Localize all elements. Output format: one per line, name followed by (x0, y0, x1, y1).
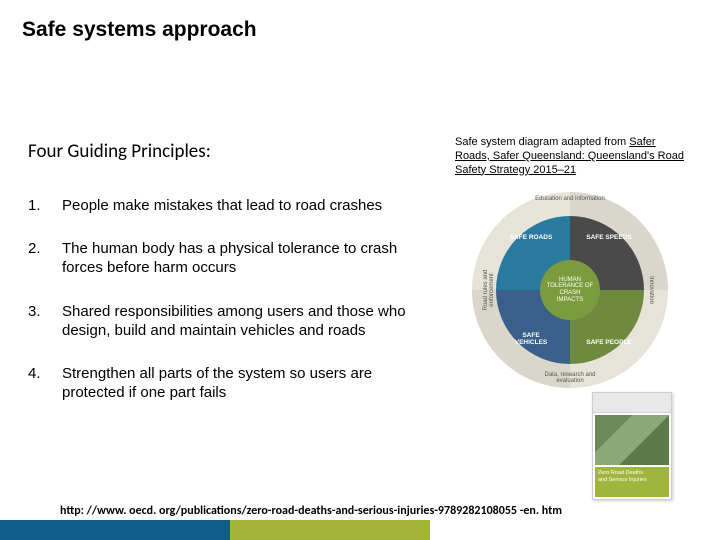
arc-label: Road rules and enforcement (483, 255, 495, 325)
list-item: The human body has a physical tolerance … (28, 239, 436, 277)
page-title: Safe systems approach (22, 18, 257, 42)
footer-segment-right (430, 520, 720, 540)
principles-list: People make mistakes that lead to road c… (28, 196, 436, 426)
source-url[interactable]: http: //www. oecd. org/publications/zero… (60, 504, 562, 518)
thumbnail-photo (595, 415, 669, 465)
thumbnail-title-band: Zero Road Deaths and Serious Injuries (595, 467, 669, 497)
quadrant-label: SAFE SPEEDS (584, 234, 634, 241)
arc-label: Innovation (648, 255, 654, 325)
report-cover-thumbnail: Zero Road Deaths and Serious Injuries (592, 392, 672, 500)
list-item: People make mistakes that lead to road c… (28, 196, 436, 215)
caption-prefix: Safe system diagram adapted from (455, 136, 629, 148)
footer-segment-left (0, 520, 230, 540)
thumbnail-title-line: Zero Road Deaths (598, 470, 666, 477)
thumbnail-header (593, 393, 671, 413)
thumbnail-title-line: and Serious Injuries (598, 477, 666, 484)
footer-segment-mid (230, 520, 430, 540)
wheel-center: HUMAN TOLERANCE OF CRASH IMPACTS (540, 260, 600, 320)
diagram-caption: Safe system diagram adapted from Safer R… (455, 136, 690, 177)
quadrant-label: SAFE VEHICLES (506, 332, 556, 346)
quadrant-label: SAFE ROADS (506, 234, 556, 241)
safe-system-wheel-diagram: HUMAN TOLERANCE OF CRASH IMPACTS SAFE RO… (472, 192, 668, 388)
list-item: Strengthen all parts of the system so us… (28, 364, 436, 402)
footer-bar (0, 520, 720, 540)
arc-label: Data, research and evaluation (535, 372, 605, 384)
list-item: Shared responsibilities among users and … (28, 302, 436, 340)
arc-label: Education and information (535, 196, 605, 202)
subtitle: Four Guiding Principles: (28, 140, 211, 163)
quadrant-label: SAFE PEOPLE (584, 339, 634, 346)
